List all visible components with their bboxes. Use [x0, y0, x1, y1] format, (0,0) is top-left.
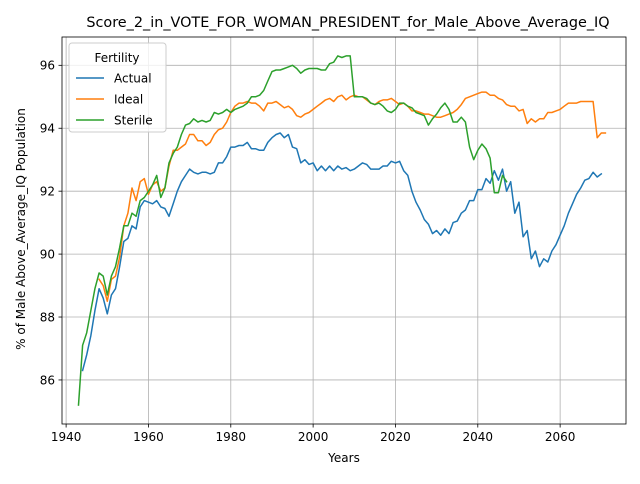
series-line-sterile	[77, 55, 508, 406]
chart-title: Score_2_in_VOTE_FOR_WOMAN_PRESIDENT_for_…	[86, 15, 609, 31]
legend-label: Ideal	[114, 92, 143, 106]
series-line-ideal	[98, 91, 607, 303]
y-tick-label: 90	[40, 247, 55, 261]
series-lines	[77, 55, 607, 406]
y-tick-label: 86	[40, 373, 55, 387]
axis-ticks: 1940 1960 1980 2000 2020 2040 2060 86 88 90 92 94 96	[40, 59, 576, 444]
y-tick-label: 94	[40, 122, 55, 136]
legend: Fertility Actual Ideal Sterile	[68, 42, 167, 133]
legend-items: Actual Ideal Sterile	[76, 71, 153, 127]
y-axis-label: % of Male Above_Average_IQ Population	[14, 108, 28, 350]
y-tick-label: 96	[40, 59, 55, 73]
plot-frame	[61, 36, 627, 425]
legend-label: Sterile	[114, 113, 153, 127]
grid-lines	[62, 37, 626, 424]
series-line-actual	[81, 132, 603, 372]
y-tick-label: 92	[40, 184, 55, 198]
x-tick-label: 2040	[463, 430, 494, 444]
y-tick-label: 88	[40, 310, 55, 324]
legend-item-sterile: Sterile	[76, 113, 153, 127]
legend-title: Fertility	[94, 51, 139, 65]
legend-item-actual: Actual	[76, 71, 152, 85]
x-tick-label: 2000	[298, 430, 329, 444]
x-tick-label: 1960	[133, 430, 164, 444]
x-tick-label: 2060	[545, 430, 576, 444]
legend-label: Actual	[114, 71, 152, 85]
x-tick-label: 1940	[51, 430, 82, 444]
legend-box	[68, 42, 167, 133]
legend-item-ideal: Ideal	[76, 92, 143, 106]
x-tick-label: 1980	[216, 430, 247, 444]
x-tick-label: 2020	[380, 430, 411, 444]
x-axis-label: Years	[327, 451, 360, 465]
